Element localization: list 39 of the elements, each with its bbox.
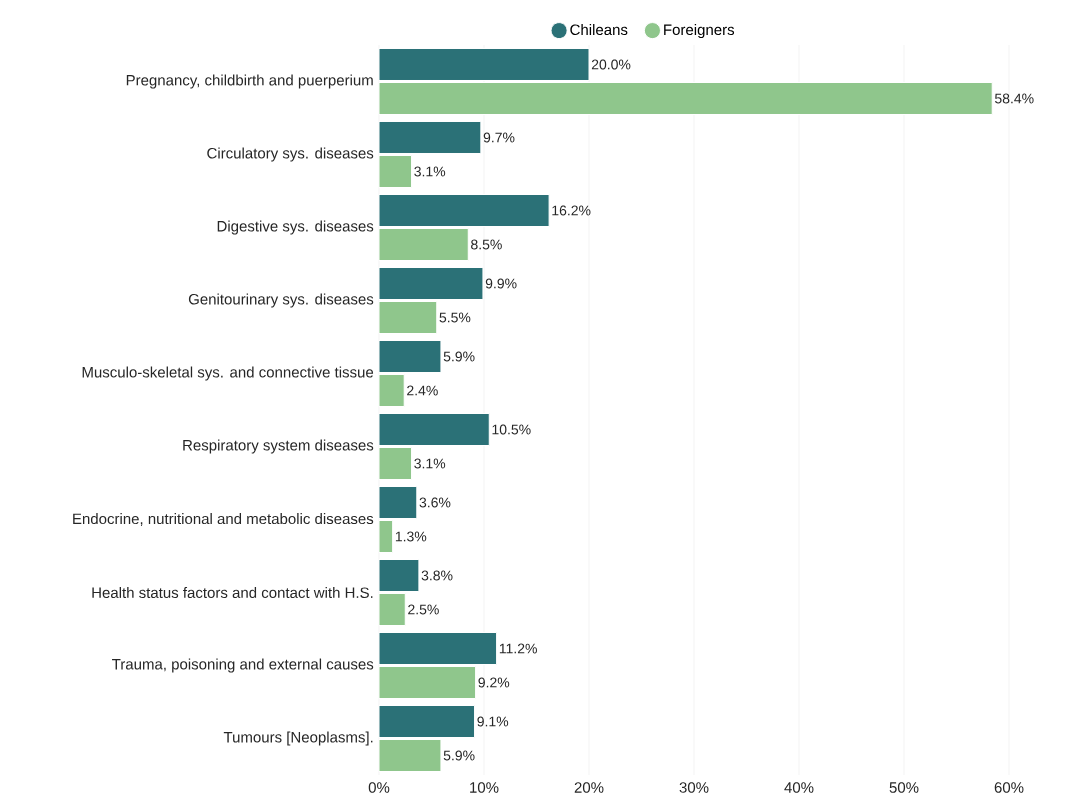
- x-tick-label: 0%: [368, 782, 390, 793]
- y-tick-label: Health status factors and contact with H.S.: [92, 586, 373, 599]
- data-label: 16.2%: [552, 205, 591, 216]
- y-tick-label: Endocrine, nutritional and metabolic diseases: [73, 513, 374, 526]
- x-tick-label: 10%: [470, 782, 499, 793]
- y-tick-label: Trauma, poisoning and external causes: [112, 658, 374, 673]
- data-label: 8.5%: [471, 239, 502, 250]
- data-label: 9.7%: [483, 132, 515, 143]
- data-label: 5.5%: [439, 312, 471, 323]
- data-label: 2.4%: [407, 385, 438, 396]
- data-label: 1.3%: [395, 531, 427, 542]
- data-label: 5.9%: [443, 351, 475, 362]
- x-tick-label: 60%: [994, 782, 1024, 793]
- y-tick-label: Genitourinary sys. diseases: [188, 293, 374, 308]
- data-label: 3.6%: [419, 497, 451, 508]
- data-label: 3.1%: [414, 458, 446, 469]
- data-label: 5.9%: [443, 750, 475, 761]
- y-tick-label: Circulatory sys. diseases: [207, 147, 374, 162]
- y-tick-label: Respiratory system diseases: [183, 439, 374, 454]
- y-tick-label: Digestive sys. diseases: [217, 220, 374, 235]
- legend-label: Foreigners: [664, 24, 735, 39]
- data-label: 10.5%: [492, 424, 531, 435]
- y-tick-label: Tumours [Neoplasms].: [223, 731, 373, 746]
- x-tick-label: 50%: [889, 782, 919, 793]
- y-tick-label: Musculo-skeletal sys. and connective tissue: [82, 366, 374, 381]
- data-label: 58.4%: [994, 93, 1034, 104]
- data-label: 9.9%: [485, 278, 517, 289]
- data-label: 3.1%: [414, 166, 446, 177]
- data-label: 9.1%: [477, 716, 509, 727]
- data-label: 3.8%: [421, 570, 453, 581]
- data-label: 2.5%: [408, 604, 439, 615]
- data-label: 9.2%: [478, 677, 510, 688]
- x-tick-label: 40%: [784, 782, 814, 793]
- data-label: 20.0%: [591, 59, 631, 70]
- legend-label: Chileans: [570, 24, 628, 36]
- data-label: 11.2%: [499, 643, 537, 654]
- x-tick-label: 30%: [679, 782, 709, 793]
- y-tick-label: Pregnancy, childbirth and puerperium: [126, 74, 373, 89]
- x-tick-label: 20%: [574, 782, 604, 793]
